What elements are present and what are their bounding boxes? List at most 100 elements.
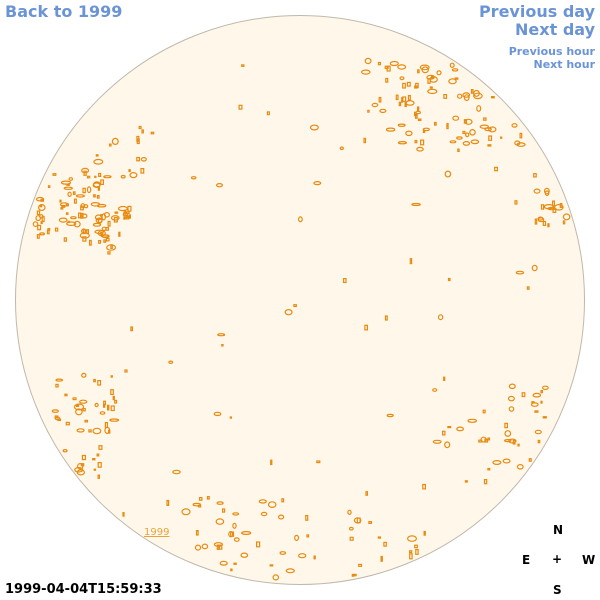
solar-feature xyxy=(63,237,67,242)
solar-feature xyxy=(487,437,491,441)
solar-feature xyxy=(537,439,541,444)
solar-feature xyxy=(73,198,77,204)
solar-feature xyxy=(241,64,245,67)
solar-feature xyxy=(72,191,76,195)
solar-feature xyxy=(93,378,96,383)
solar-feature xyxy=(190,176,197,180)
next-day-link[interactable]: Next day xyxy=(515,20,595,39)
solar-feature xyxy=(93,468,97,471)
solar-feature xyxy=(35,196,45,202)
solar-feature xyxy=(488,126,497,133)
compass-center-marker: + xyxy=(552,552,563,566)
solar-feature xyxy=(219,560,228,566)
solar-feature xyxy=(213,411,222,417)
solar-feature xyxy=(103,400,106,406)
solar-feature xyxy=(65,212,69,215)
solar-feature xyxy=(417,118,422,121)
solar-feature xyxy=(94,175,97,178)
solar-feature xyxy=(124,369,128,373)
solar-feature xyxy=(75,194,86,198)
solar-feature xyxy=(507,395,515,402)
solar-feature xyxy=(516,142,526,147)
solar-feature xyxy=(107,220,111,227)
solar-feature xyxy=(168,360,174,364)
solar-feature xyxy=(454,77,459,80)
solar-feature xyxy=(532,392,542,398)
solar-feature xyxy=(422,483,426,490)
solar-feature xyxy=(82,187,86,194)
solar-feature xyxy=(140,157,147,162)
solar-feature xyxy=(120,174,126,179)
solar-feature xyxy=(463,94,470,101)
solar-feature xyxy=(534,218,538,225)
year-link[interactable]: 1999 xyxy=(144,527,170,538)
solar-feature xyxy=(114,399,118,404)
solar-feature xyxy=(86,175,91,179)
solar-feature xyxy=(409,553,413,560)
solar-feature xyxy=(456,136,463,140)
solar-feature xyxy=(540,400,543,404)
solar-feature xyxy=(377,61,381,66)
solar-feature xyxy=(371,102,379,108)
sun-disk xyxy=(15,15,585,585)
solar-feature xyxy=(526,286,530,290)
solar-feature xyxy=(405,100,415,106)
solar-feature xyxy=(81,213,88,219)
solar-feature xyxy=(316,460,321,464)
solar-feature xyxy=(103,212,110,218)
solar-feature xyxy=(97,474,100,479)
solar-feature xyxy=(487,144,492,147)
solar-feature xyxy=(514,200,518,205)
back-to-year-link[interactable]: Back to 1999 xyxy=(5,2,123,21)
solar-feature xyxy=(66,221,77,227)
solar-feature xyxy=(483,479,488,485)
solar-feature xyxy=(397,123,406,127)
solar-feature xyxy=(215,518,225,525)
solar-feature xyxy=(201,543,209,550)
solar-feature xyxy=(377,536,381,539)
next-hour-link[interactable]: Next hour xyxy=(533,58,596,71)
previous-hour-link[interactable]: Previous hour xyxy=(508,45,595,58)
solar-feature xyxy=(230,531,235,537)
solar-feature xyxy=(386,65,391,72)
solar-feature xyxy=(543,203,555,210)
solar-feature xyxy=(444,170,452,178)
solar-feature xyxy=(436,70,442,76)
solar-feature xyxy=(452,115,460,121)
solar-feature xyxy=(216,182,224,188)
solar-feature xyxy=(73,403,85,411)
solar-feature xyxy=(241,530,252,535)
solar-feature xyxy=(81,454,87,461)
solar-feature xyxy=(397,64,407,70)
solar-feature xyxy=(383,541,387,547)
solar-feature xyxy=(470,139,480,145)
solar-feature xyxy=(55,383,59,388)
solar-feature xyxy=(80,205,84,211)
solar-feature xyxy=(108,143,112,147)
solar-feature xyxy=(100,234,110,238)
solar-feature xyxy=(339,146,344,151)
solar-feature xyxy=(216,544,220,550)
solar-feature xyxy=(447,277,451,282)
solar-feature xyxy=(58,217,68,223)
solar-feature xyxy=(540,390,543,394)
solar-feature xyxy=(267,501,277,509)
solar-feature xyxy=(47,185,51,189)
solar-feature xyxy=(540,204,545,210)
solar-feature xyxy=(415,548,419,555)
solar-feature xyxy=(238,104,243,110)
solar-feature xyxy=(419,64,430,71)
solar-feature xyxy=(444,441,451,449)
solar-feature xyxy=(68,177,74,181)
solar-feature xyxy=(464,480,468,483)
solar-feature xyxy=(533,173,537,178)
solar-feature xyxy=(136,135,140,142)
solar-feature xyxy=(389,60,399,67)
previous-day-link[interactable]: Previous day xyxy=(478,2,595,21)
solar-feature xyxy=(294,534,300,542)
solar-feature xyxy=(363,137,367,144)
solar-feature xyxy=(537,216,544,221)
solar-feature xyxy=(554,204,564,211)
solar-feature xyxy=(106,404,110,411)
